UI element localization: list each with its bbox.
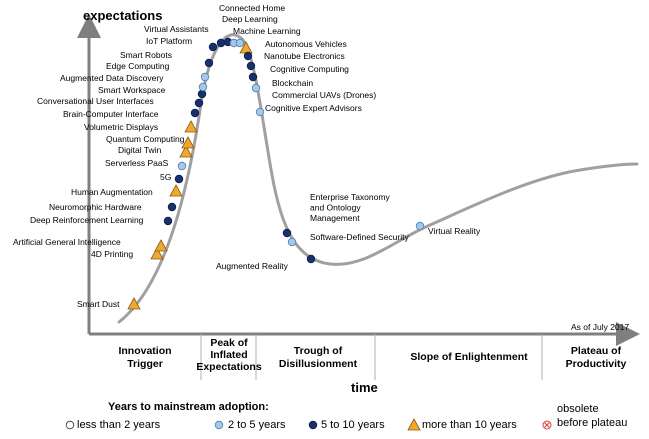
legend-label-2to5: 2 to 5 years [228,419,286,431]
marker-augmented-data-discovery [198,82,208,92]
marker-volumetric-displays [184,120,198,133]
legend-label-5to10: 5 to 10 years [321,419,385,431]
marker-augmented-reality [306,254,316,264]
as-of-note: As of July 2017 [571,322,629,332]
label-commercial-uavs-drones: Commercial UAVs (Drones) [272,90,376,100]
marker-blockchain [248,72,258,82]
phase-label-innovation-trigger: Innovation Trigger [118,345,171,370]
label-smart-robots: Smart Robots [120,50,172,60]
technology-layer: Smart Dust 4D Printing Artificial General … [13,3,481,310]
label-connected-home: Connected Home [219,3,285,13]
label-digital-twin: Digital Twin [118,145,162,155]
phase-label-slope: Slope of Enlightenment [410,351,528,363]
label-cognitive-computing: Cognitive Computing [270,64,349,74]
label-4d-printing: 4D Printing [91,249,133,259]
label-machine-learning: Machine Learning [233,26,301,36]
y-axis-label: expectations [83,8,162,23]
marker-cognitive-computing [246,61,256,71]
label-volumetric-displays: Volumetric Displays [84,122,158,132]
marker-human-augmentation [169,184,183,197]
label-augmented-data-discovery: Augmented Data Discovery [60,73,164,83]
label-artificial-general-intelligence: Artificial General Intelligence [13,237,121,247]
label-software-defined-security: Software-Defined Security [310,232,409,242]
label-smart-dust: Smart Dust [77,299,120,309]
marker-5g [174,174,184,184]
marker-quantum-computing [181,136,195,149]
label-5g: 5G [160,172,171,182]
label-virtual-assistants: Virtual Assistants [144,24,209,34]
label-edge-computing: Edge Computing [106,61,170,71]
label-blockchain: Blockchain [272,78,313,88]
marker-cognitive-expert-advisors [255,107,265,117]
label-quantum-computing: Quantum Computing [106,134,185,144]
label-brain-computer-interface: Brain-Computer Interface [63,109,159,119]
marker-4d-printing [150,247,164,260]
marker-conversational-user-interfaces [194,98,204,108]
marker-serverless-paas [177,161,187,171]
x-axis-label: time [351,380,378,395]
legend-title: Years to mainstream adoption: [108,401,269,413]
marker-machine-learning [235,38,245,48]
label-cognitive-expert-advisors: Cognitive Expert Advisors [265,103,362,113]
legend: less than 2 years 2 to 5 years 5 to 10 yea… [65,403,627,431]
marker-artificial-general-intelligence [154,239,168,252]
marker-smart-robots [204,58,214,68]
label-neuromorphic-hardware: Neuromorphic Hardware [49,202,142,212]
legend-marker-5to10 [308,420,318,430]
phase-label-trough: Trough of Disillusionment [279,345,358,370]
legend-marker-gt10 [407,418,421,431]
hype-curve [117,33,639,324]
label-conversational-user-interfaces: Conversational User Interfaces [37,96,154,106]
marker-smart-dust [127,297,141,310]
marker-edge-computing [200,72,210,82]
marker-enterprise-taxonomy-and-ontology-management [282,228,292,238]
legend-label-gt10: more than 10 years [422,419,517,431]
legend-marker-lt2 [65,420,75,430]
phase-label-plateau: Plateau of Productivity [566,345,627,370]
phase-label-peak: Peak of Inflated Expectations [196,337,262,373]
label-deep-learning: Deep Learning [222,14,278,24]
label-serverless-paas: Serverless PaaS [105,158,169,168]
legend-label-lt2: less than 2 years [77,419,161,431]
legend-label-obsolete: obsolete before plateau [557,403,627,429]
label-augmented-reality: Augmented Reality [216,261,289,271]
label-smart-workspace: Smart Workspace [98,85,166,95]
legend-marker-2to5 [214,420,224,430]
legend-marker-obsolete [542,420,552,430]
marker-virtual-reality [415,221,425,231]
marker-brain-computer-interface [190,108,200,118]
label-enterprise-taxonomy-and-ontology-management: Enterprise Taxonomy and Ontology Managemen… [310,192,390,223]
marker-iot-platform [208,42,218,52]
marker-commercial-uavs-drones [251,83,261,93]
marker-neuromorphic-hardware [167,202,177,212]
label-virtual-reality: Virtual Reality [428,226,481,236]
marker-smart-workspace [197,89,207,99]
label-nanotube-electronics: Nanotube Electronics [264,51,345,61]
label-autonomous-vehicles: Autonomous Vehicles [265,39,347,49]
label-human-augmentation: Human Augmentation [71,187,153,197]
marker-virtual-assistants [216,38,226,48]
marker-deep-reinforcement-learning [163,216,173,226]
label-iot-platform: IoT Platform [146,36,192,46]
marker-nanotube-electronics [243,51,253,61]
label-deep-reinforcement-learning: Deep Reinforcement Learning [30,215,144,225]
marker-digital-twin [179,145,193,158]
marker-software-defined-security [287,237,297,247]
